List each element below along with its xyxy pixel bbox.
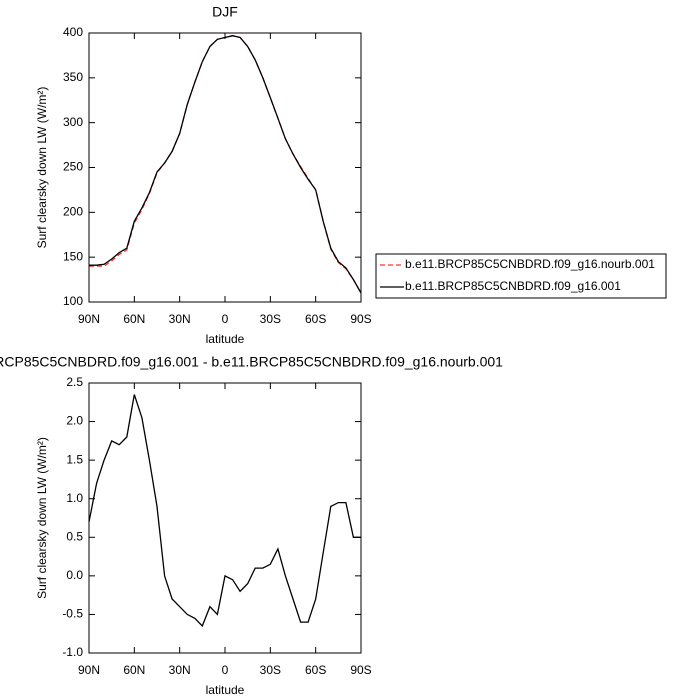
y-tick-label: 200 [63,205,83,219]
chart-title: b.e11.BRCP85C5CNBDRD.f09_g16.001 - b.e11… [0,354,503,370]
legend-label: b.e11.BRCP85C5CNBDRD.f09_g16.nourb.001 [405,257,655,271]
y-tick-label: 1.0 [66,491,83,505]
data-line [89,35,362,294]
x-tick-label: 30N [169,663,191,677]
chart-title: DJF [212,4,238,20]
x-tick-label: 60N [123,663,145,677]
y-tick-label: 400 [63,25,83,39]
y-tick-label: 250 [63,160,83,174]
x-tick-label: 60S [305,312,326,326]
x-axis-label: latitude [206,683,245,697]
y-tick-label: 150 [63,249,83,263]
data-line [88,394,361,628]
y-tick-label: 2.5 [66,375,83,389]
y-axis-label: Surf clearsky down LW (W/m²) [35,437,49,599]
y-tick-label: 0.0 [66,568,83,582]
x-tick-label: 90N [78,663,100,677]
x-tick-label: 60N [123,312,145,326]
x-axis-label: latitude [206,332,245,346]
legend-label: b.e11.BRCP85C5CNBDRD.f09_g16.001 [405,279,621,293]
y-tick-label: 300 [63,115,83,129]
plot-frame [88,32,362,303]
y-tick-label: -0.5 [62,607,83,621]
plot-frame [88,382,362,654]
x-tick-label: 30S [260,312,281,326]
x-tick-label: 90N [78,312,100,326]
data-line [89,35,362,294]
x-tick-label: 90S [350,663,371,677]
y-tick-label: 1.5 [66,452,83,466]
x-tick-label: 0 [222,663,229,677]
x-tick-label: 90S [350,312,371,326]
x-tick-label: 30N [169,312,191,326]
y-tick-label: 350 [63,70,83,84]
legend-box [375,253,667,299]
x-tick-label: 30S [260,663,281,677]
y-tick-label: -1.0 [62,645,83,659]
x-tick-label: 60S [305,663,326,677]
x-tick-label: 0 [222,312,229,326]
y-tick-label: 100 [63,294,83,308]
y-tick-label: 0.5 [66,529,83,543]
y-tick-label: 2.0 [66,414,83,428]
y-axis-label: Surf clearsky down LW (W/m²) [35,87,49,249]
